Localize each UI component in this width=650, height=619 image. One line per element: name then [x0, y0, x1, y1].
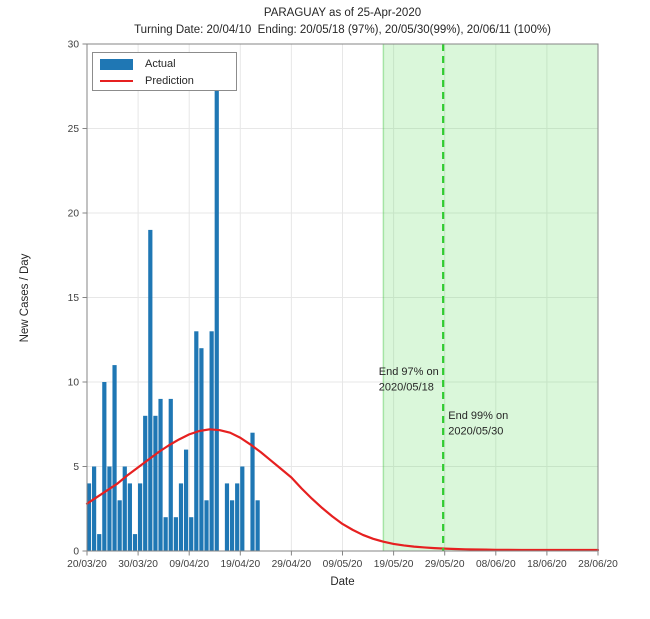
x-tick-label: 19/04/20 — [220, 559, 260, 570]
x-tick-label: 20/03/20 — [67, 559, 107, 570]
annotation-end-97: End 97% on — [379, 366, 439, 378]
x-tick-label: 30/03/20 — [118, 559, 158, 570]
actual-bar — [163, 517, 168, 551]
actual-bar — [127, 483, 132, 551]
actual-bar — [229, 500, 235, 551]
actual-bar — [173, 517, 178, 551]
tick-labels-group: 20/03/20 30/03/20 09/04/20 19/04/20 29/04/20… — [67, 40, 618, 571]
legend-prediction-row: Prediction — [100, 74, 194, 88]
actual-bar-swatch-icon — [100, 58, 133, 70]
plot-title: PARAGUAY as of 25-Apr-2020 — [263, 7, 422, 19]
prediction-curve-group — [85, 428, 600, 552]
y-tick-label: 30 — [68, 40, 80, 51]
x-tick-label: 19/05/20 — [374, 559, 414, 570]
actual-bar — [199, 348, 204, 551]
x-tick-label: 28/06/20 — [578, 559, 618, 570]
y-tick-label: 0 — [73, 547, 79, 558]
ending-region — [383, 44, 598, 551]
y-tick-label: 5 — [73, 462, 79, 473]
actual-bar — [209, 331, 214, 551]
y-tick-label: 20 — [68, 209, 80, 220]
y-tick-label: 10 — [68, 378, 80, 389]
actual-bar — [168, 398, 173, 551]
actual-bar — [148, 229, 153, 551]
actual-bars-group — [86, 77, 260, 552]
plot-subtitle: Turning Date: 20/04/10 Ending: 20/05/18 … — [134, 24, 551, 36]
actual-bar — [117, 500, 122, 551]
prediction-line-swatch-icon — [100, 80, 133, 82]
annotation-end-99: End 99% on — [448, 410, 508, 422]
x-tick-label: 18/06/20 — [527, 559, 567, 570]
ending-region-group — [382, 44, 598, 551]
actual-bar — [86, 483, 92, 551]
axes-group — [82, 43, 599, 556]
legend-actual-label: Actual — [145, 58, 176, 70]
actual-bar — [138, 483, 143, 551]
actual-bar — [240, 466, 245, 551]
actual-bar — [112, 365, 117, 551]
legend-actual-row: Actual — [100, 57, 176, 71]
x-axis-label: Date — [330, 576, 355, 588]
y-tick-label: 25 — [68, 124, 80, 135]
legend-prediction-label: Prediction — [145, 75, 194, 87]
annotations-group: End 97% on 2020/05/18 End 99% on 2020/05/30 — [379, 366, 508, 437]
x-tick-label: 08/06/20 — [476, 559, 516, 570]
actual-bar — [143, 415, 148, 551]
actual-bar — [92, 466, 97, 551]
actual-bar — [204, 500, 209, 551]
actual-bar — [97, 534, 102, 551]
actual-bar — [153, 415, 158, 551]
actual-bar — [214, 77, 219, 552]
x-tick-label: 29/05/20 — [425, 559, 465, 570]
x-tick-label: 09/05/20 — [323, 559, 363, 570]
prediction-line — [85, 428, 600, 552]
y-tick-label: 15 — [68, 293, 80, 304]
actual-bar — [183, 449, 189, 551]
actual-bar — [102, 382, 107, 551]
actual-bar — [224, 483, 230, 551]
actual-bar — [194, 331, 199, 551]
legend: Actual Prediction — [92, 52, 237, 91]
actual-bar — [255, 500, 260, 551]
annotation-end-97: 2020/05/18 — [379, 382, 434, 394]
y-axis-label: New Cases / Day — [19, 253, 31, 343]
actual-bar — [250, 432, 255, 551]
actual-bar — [107, 466, 112, 551]
actual-bar — [158, 398, 163, 551]
actual-bar — [189, 517, 194, 551]
x-tick-label: 09/04/20 — [169, 559, 209, 570]
annotation-end-99: 2020/05/30 — [448, 426, 503, 438]
actual-bar — [178, 483, 184, 551]
actual-bar — [122, 466, 127, 551]
actual-bar — [235, 483, 240, 551]
x-tick-label: 29/04/20 — [272, 559, 312, 570]
actual-bar — [132, 534, 138, 551]
